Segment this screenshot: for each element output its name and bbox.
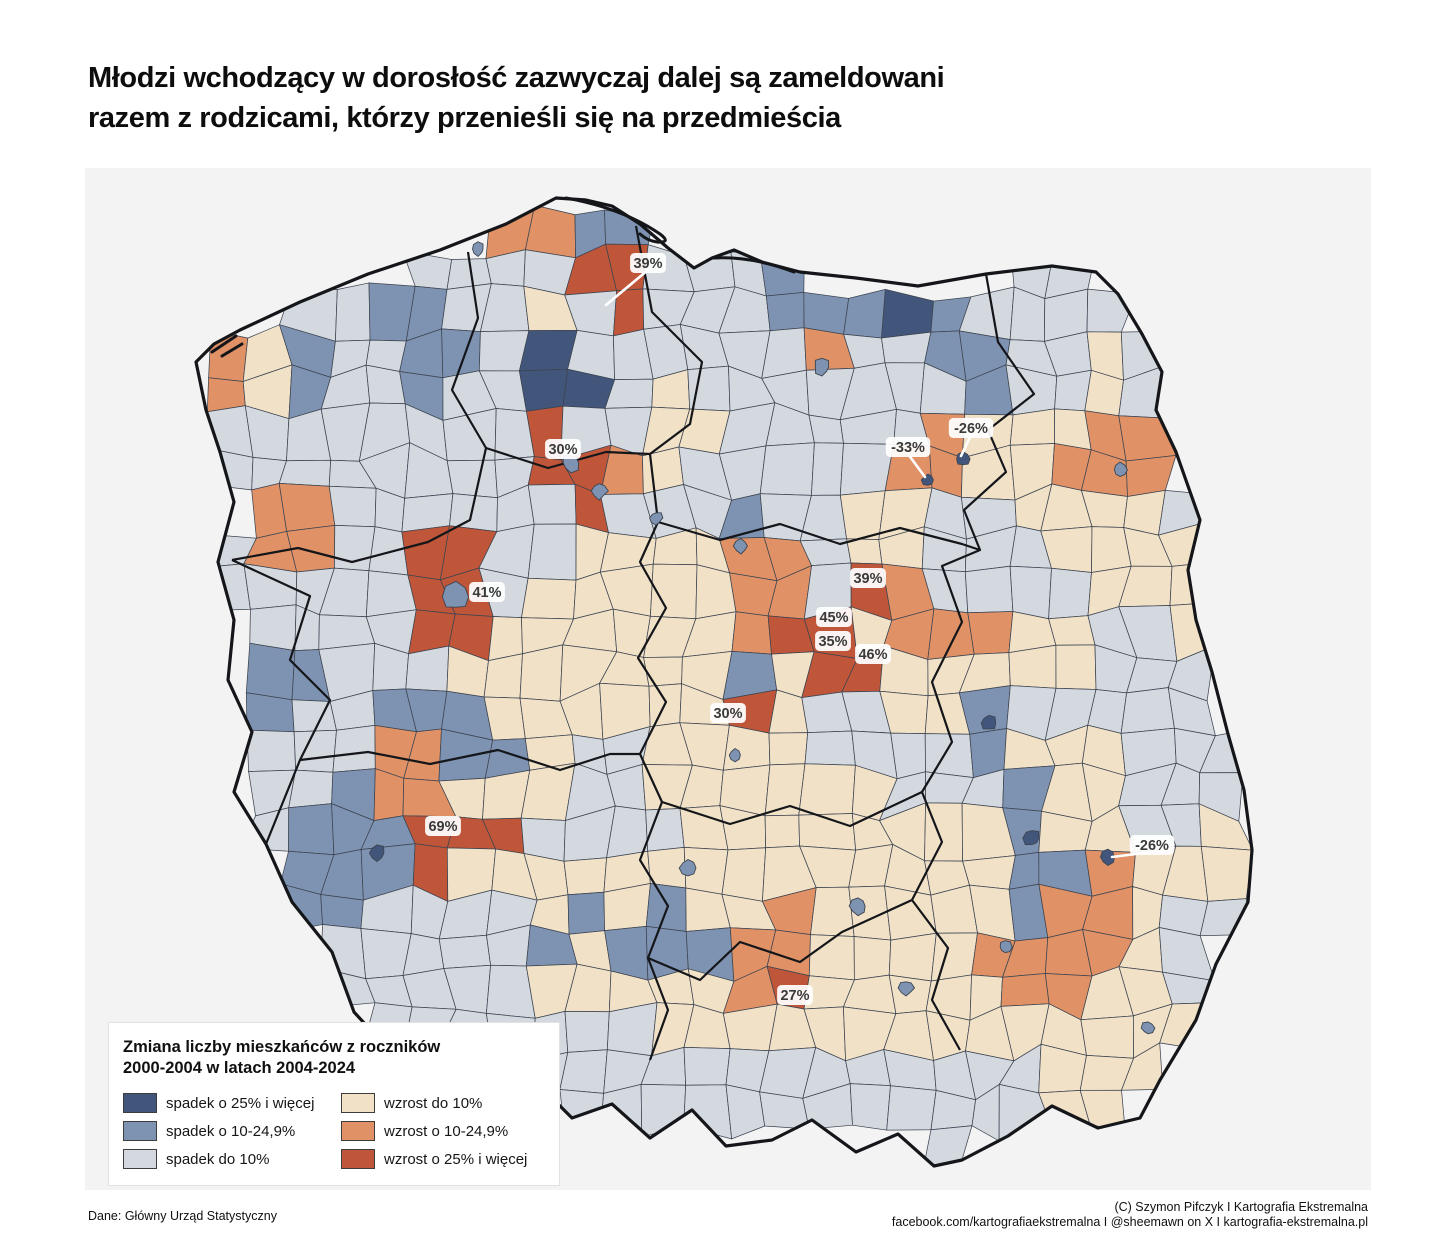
legend-title-line-2: 2000-2004 w latach 2004-2024 [123,1059,356,1077]
svg-text:27%: 27% [780,988,809,1004]
data-source-note: Dane: Główny Urząd Statystyczny [88,1209,277,1223]
legend-swatch-increase-under-10 [341,1093,375,1113]
legend-swatch-increase-10-24 [341,1121,375,1141]
svg-text:-33%: -33% [891,440,925,456]
province-borders [231,225,1036,1061]
svg-text:45%: 45% [819,610,848,626]
svg-text:35%: 35% [818,634,847,650]
credits: (C) Szymon Pifczyk I Kartografia Ekstrem… [892,1200,1368,1230]
svg-text:39%: 39% [633,256,662,272]
map-legend: Zmiana liczby mieszkańców z roczników 20… [108,1022,560,1186]
svg-text:69%: 69% [428,819,457,835]
legend-label: wzrost o 10-24,9% [384,1122,509,1140]
legend-swatch-decrease-10-24 [123,1121,157,1141]
credit-line-2: facebook.com/kartografiaekstremalna I @s… [891,1215,1368,1229]
svg-text:-26%: -26% [1135,838,1169,854]
legend-item-increase-25: wzrost o 25% i więcej [341,1149,543,1169]
svg-text:30%: 30% [548,442,577,458]
legend-swatch-increase-25 [341,1149,375,1169]
legend-item-decrease-10-24: spadek o 10-24,9% [123,1121,341,1141]
legend-title-line-1: Zmiana liczby mieszkańców z roczników [123,1038,441,1056]
legend-label: spadek o 25% i więcej [166,1094,315,1112]
svg-text:39%: 39% [853,571,882,587]
country-border [194,196,1254,1184]
svg-text:41%: 41% [472,585,501,601]
page-title: Młodzi wchodzący w dorosłość zazwyczaj d… [88,58,1368,138]
annotation-labels: 39% 30% 41% -33% -26% 39% 45% 35% 46% 30% 69% -26% 2… [425,253,1175,1005]
legend-title: Zmiana liczby mieszkańców z roczników 20… [123,1037,543,1079]
county-mosaic [203,204,1252,1175]
legend-label: wzrost do 10% [384,1094,483,1112]
svg-text:46%: 46% [858,647,887,663]
annotation-leader-lines [604,268,1154,859]
city-markers [368,241,1156,1035]
title-line-2: razem z rodzicami, którzy przenieśli się… [88,102,841,134]
coast-details [210,196,796,358]
credit-line-1: (C) Szymon Pifczyk I Kartografia Ekstrem… [1114,1200,1368,1214]
legend-swatch-decrease-under-10 [123,1149,157,1169]
legend-item-decrease-under-10: spadek do 10% [123,1149,341,1169]
legend-item-increase-10-24: wzrost o 10-24,9% [341,1121,543,1141]
legend-label: spadek do 10% [166,1150,270,1168]
svg-text:-26%: -26% [954,421,988,437]
title-line-1: Młodzi wchodzący w dorosłość zazwyczaj d… [88,62,945,94]
legend-grid: spadek o 25% i więcej spadek o 10-24,9% … [123,1089,543,1173]
legend-item-decrease-25: spadek o 25% i więcej [123,1093,341,1113]
legend-label: spadek o 10-24,9% [166,1122,296,1140]
legend-label: wzrost o 25% i więcej [384,1150,528,1168]
legend-item-increase-under-10: wzrost do 10% [341,1093,543,1113]
legend-swatch-decrease-25 [123,1093,157,1113]
svg-text:30%: 30% [713,706,742,722]
